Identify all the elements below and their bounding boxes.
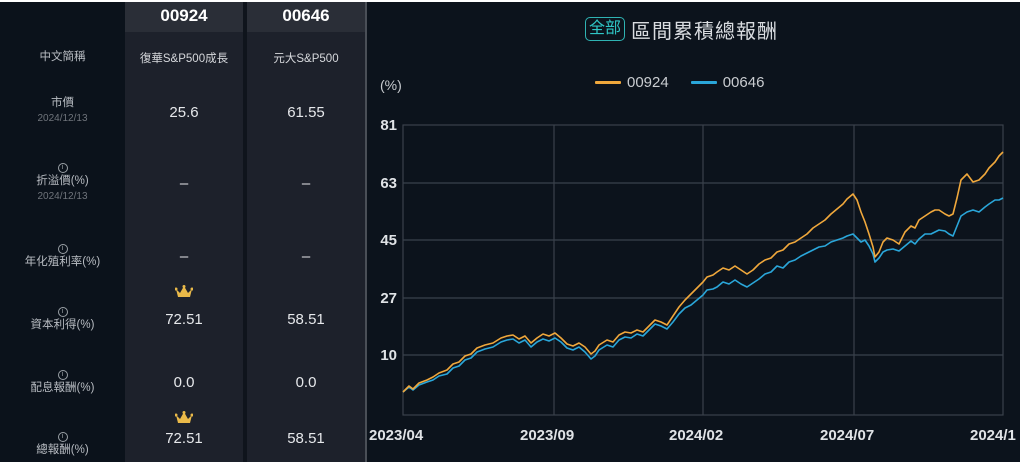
- legend-swatch: [690, 81, 717, 84]
- y-tick: 27: [380, 290, 397, 307]
- series-00646-line: [402, 197, 1004, 393]
- premium-value: –: [301, 175, 311, 192]
- x-tick: 2023/09: [520, 427, 575, 444]
- info-icon[interactable]: i: [57, 244, 68, 254]
- info-icon[interactable]: i: [57, 307, 68, 317]
- etf-name: 元大S&P500: [273, 53, 339, 65]
- etf-comparison-panel: 00924 00646 中文簡稱 復華S&P500成長 元大S&P500 市價 …: [0, 2, 1020, 462]
- crown-icon: [125, 285, 243, 304]
- info-icon[interactable]: i: [57, 370, 68, 380]
- y-tick: 63: [380, 175, 397, 192]
- legend-item-00924[interactable]: 00924: [595, 74, 669, 91]
- chart-title: 全部 區間累積總報酬: [585, 16, 779, 43]
- x-tick: 2024/07: [820, 427, 875, 444]
- total-return-value: 58.51: [287, 430, 325, 447]
- market-price-value: 25.6: [169, 104, 199, 121]
- market-price-value: 61.55: [287, 104, 325, 121]
- crown-icon: [125, 411, 243, 430]
- chart-legend: 00924 00646: [595, 74, 764, 91]
- chart-title-text: 區間累積總報酬: [631, 20, 779, 43]
- etf-name: 復華S&P500成長: [139, 53, 229, 65]
- row-label-name: 中文簡稱: [39, 51, 86, 63]
- panel-divider: [365, 2, 367, 462]
- row-label-column: [0, 2, 125, 462]
- period-filter-badge[interactable]: 全部: [585, 17, 626, 41]
- row-label-dividend-yield: i 年化殖利率(%): [24, 244, 101, 268]
- cumulative-return-chart: 全部 區間累積總報酬 00924 00646 (%) 81 63 45 27 1…: [367, 2, 1020, 462]
- etf-column-2: 00646: [247, 2, 365, 462]
- x-tick: 2024/1: [970, 427, 1016, 444]
- series-00924-line: [402, 151, 1004, 393]
- total-return-value: 72.51: [165, 430, 203, 447]
- y-tick: 45: [380, 232, 397, 249]
- dividend-yield-value: –: [179, 248, 189, 265]
- etf-code-header[interactable]: 00924: [125, 2, 243, 32]
- row-label-premium: i 折溢價(%) 2024/12/13: [0, 159, 125, 204]
- y-tick: 81: [380, 117, 397, 134]
- market-price-date: 2024/12/13: [37, 113, 88, 124]
- comparison-table: 00924 00646 中文簡稱 復華S&P500成長 元大S&P500 市價 …: [0, 2, 365, 462]
- premium-date: 2024/12/13: [37, 191, 88, 202]
- capital-gain-value: 72.51: [165, 311, 203, 328]
- y-tick: 10: [380, 347, 397, 364]
- legend-item-00646[interactable]: 00646: [690, 74, 764, 91]
- dividend-return-value: 0.0: [173, 374, 195, 391]
- x-tick: 2023/04: [369, 427, 424, 444]
- y-axis-unit: (%): [380, 77, 402, 93]
- row-label-market-price: 市價 2024/12/13: [0, 96, 125, 126]
- column-divider: [243, 2, 247, 462]
- legend-swatch: [595, 81, 621, 84]
- dividend-return-value: 0.0: [295, 374, 317, 391]
- plot-area: [402, 124, 1004, 416]
- capital-gain-value: 58.51: [287, 311, 325, 328]
- x-tick: 2024/02: [669, 427, 724, 444]
- etf-code-header[interactable]: 00646: [247, 2, 365, 32]
- etf-column-1: 00924: [125, 2, 243, 462]
- row-label-capital-gain: i 資本利得(%): [30, 307, 95, 331]
- row-label-total-return: i 總報酬(%): [36, 432, 89, 456]
- dividend-yield-value: –: [301, 248, 311, 265]
- info-icon[interactable]: i: [57, 432, 68, 442]
- premium-value: –: [179, 175, 189, 192]
- info-icon[interactable]: i: [57, 163, 68, 173]
- row-label-dividend-return: i 配息報酬(%): [30, 370, 95, 394]
